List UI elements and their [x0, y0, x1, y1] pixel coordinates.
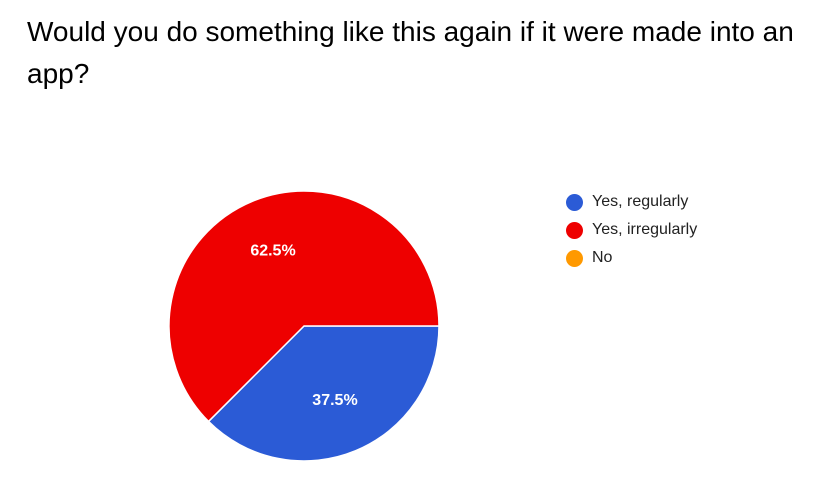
- legend-label: Yes, irregularly: [592, 221, 698, 238]
- legend-item: Yes, irregularly: [566, 216, 697, 244]
- legend-item: Yes, regularly: [566, 188, 697, 216]
- slice-data-label: 37.5%: [312, 392, 357, 409]
- pie-slice-yes-regularly: [207, 325, 440, 462]
- legend-swatch: [566, 193, 583, 211]
- legend-label: Yes, regularly: [592, 193, 689, 210]
- pie-slice-yes-irregularly: [168, 190, 440, 423]
- slice-data-label: 62.5%: [250, 242, 295, 259]
- legend-swatch: [566, 249, 583, 267]
- chart-title: Would you do something like this again i…: [27, 16, 794, 89]
- legend-label: No: [592, 249, 613, 266]
- legend-item: No: [566, 244, 697, 272]
- chart-legend: Yes, regularly Yes, irregularly No: [566, 188, 697, 272]
- legend-swatch: [566, 221, 583, 239]
